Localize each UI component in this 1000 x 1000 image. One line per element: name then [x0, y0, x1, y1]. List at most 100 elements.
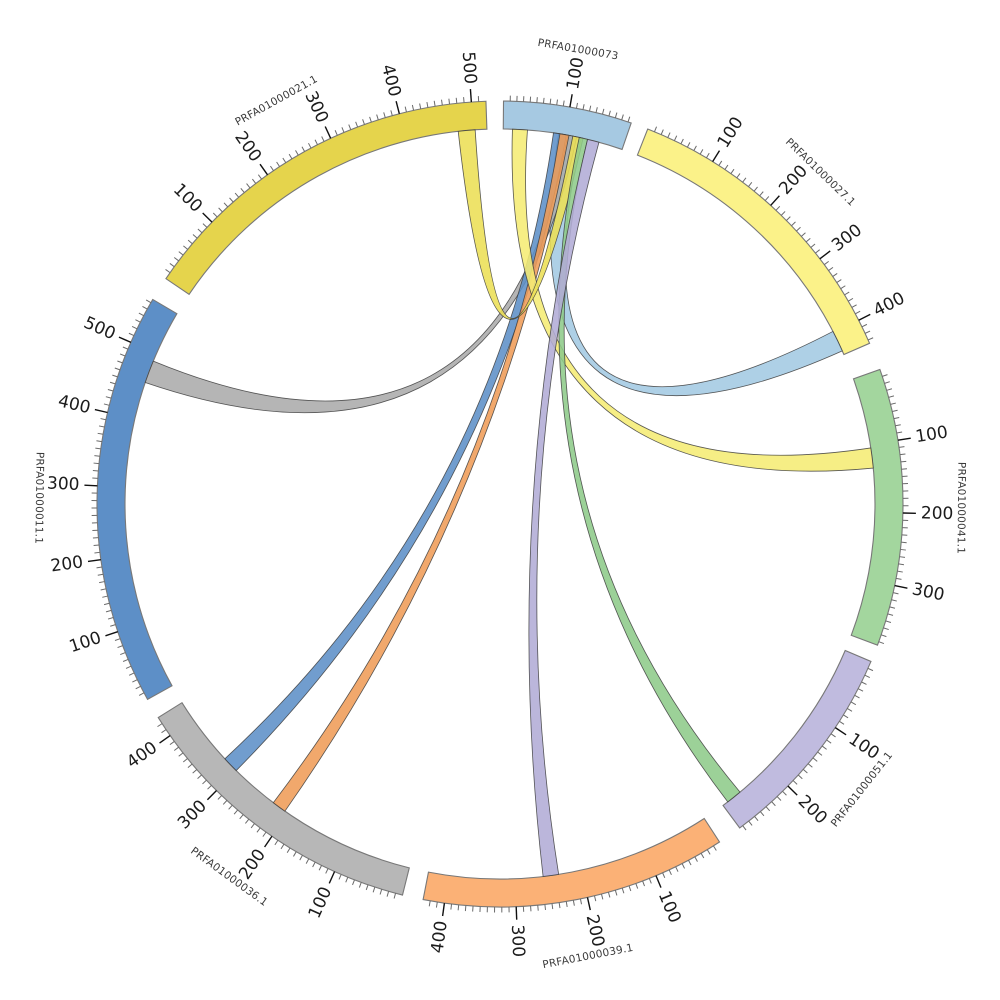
minor-tick [854, 694, 860, 699]
major-tick [105, 631, 118, 637]
minor-tick [105, 396, 112, 399]
major-tick [324, 126, 332, 139]
minor-tick [593, 895, 597, 902]
minor-tick [847, 297, 854, 302]
minor-tick [797, 774, 803, 780]
minor-tick [653, 126, 658, 132]
minor-tick [312, 861, 316, 868]
minor-tick [712, 845, 717, 851]
major-tick [858, 313, 871, 321]
minor-tick [878, 641, 885, 645]
minor-tick [867, 337, 874, 341]
minor-tick [428, 900, 431, 907]
minor-tick [699, 149, 704, 155]
minor-tick [628, 885, 632, 892]
minor-tick [105, 609, 112, 613]
minor-tick [680, 138, 684, 145]
minor-tick [178, 752, 184, 757]
minor-tick [369, 116, 372, 123]
major-tick [206, 789, 218, 801]
minor-tick [244, 818, 250, 824]
minor-tick [135, 319, 141, 323]
minor-tick [372, 886, 376, 893]
minor-tick [826, 739, 832, 744]
minor-tick [753, 186, 758, 192]
minor-tick [355, 121, 359, 128]
minor-tick [295, 150, 299, 156]
minor-tick [97, 573, 104, 576]
minor-tick [321, 136, 325, 142]
minor-tick [262, 831, 267, 837]
minor-tick [197, 228, 203, 234]
minor-tick [855, 310, 861, 315]
minor-tick [212, 212, 218, 218]
minor-tick [897, 570, 903, 573]
minor-tick [600, 893, 604, 900]
minor-tick [341, 127, 345, 133]
major-tick [395, 101, 401, 114]
major-tick [118, 336, 132, 343]
minor-tick [843, 714, 849, 719]
major-tick [264, 835, 273, 848]
minor-tick [142, 306, 148, 310]
minor-tick [138, 692, 145, 696]
minor-tick [601, 108, 605, 115]
tick-label: 300 [47, 473, 80, 494]
minor-tick [250, 823, 255, 829]
minor-tick [549, 98, 552, 105]
minor-tick [270, 165, 274, 171]
minor-tick [110, 624, 116, 627]
tick-label: 400 [428, 920, 452, 955]
minor-tick [107, 388, 114, 392]
ticks: 100 200 300 [878, 374, 954, 645]
minor-tick [901, 541, 907, 544]
major-tick [897, 437, 911, 441]
minor-tick [891, 599, 897, 602]
minor-tick [621, 114, 624, 120]
minor-tick [100, 588, 107, 591]
minor-tick [97, 432, 104, 435]
minor-tick [614, 112, 618, 118]
minor-tick [742, 177, 747, 183]
minor-tick [562, 100, 565, 107]
minor-tick [705, 152, 710, 159]
minor-tick [197, 774, 202, 779]
minor-tick [881, 634, 887, 638]
minor-tick [694, 856, 698, 862]
ribbon-link-73-21 [457, 129, 584, 320]
minor-tick [688, 859, 692, 866]
major-tick [515, 906, 518, 920]
minor-tick [299, 855, 303, 861]
minor-tick [234, 192, 240, 198]
minor-tick [828, 266, 834, 271]
minor-tick [821, 745, 827, 750]
tick-label: 100 [845, 729, 883, 764]
minor-tick [668, 869, 672, 875]
minor-tick [764, 196, 770, 201]
minor-tick [589, 105, 592, 112]
minor-tick [135, 685, 141, 690]
minor-tick [117, 645, 123, 649]
minor-tick [801, 232, 806, 237]
minor-tick [103, 403, 110, 406]
minor-tick [103, 602, 110, 606]
minor-tick [700, 853, 705, 859]
tick-label: 300 [828, 220, 866, 256]
minor-tick [98, 425, 105, 428]
segment-PRFA01000041.1: 100 200 300 PRFA01000041.1 [850, 368, 967, 646]
minor-tick [376, 114, 379, 120]
minor-tick [252, 178, 257, 184]
minor-tick [308, 142, 312, 149]
minor-tick [900, 460, 907, 463]
minor-tick [861, 681, 867, 685]
minor-tick [759, 811, 765, 817]
minor-tick [120, 652, 126, 656]
minor-tick [544, 904, 546, 911]
minor-tick [233, 809, 239, 815]
tick-label: 300 [300, 88, 332, 126]
minor-tick [128, 672, 135, 676]
minor-tick [276, 161, 281, 167]
major-tick [569, 94, 573, 108]
minor-tick [448, 98, 451, 105]
